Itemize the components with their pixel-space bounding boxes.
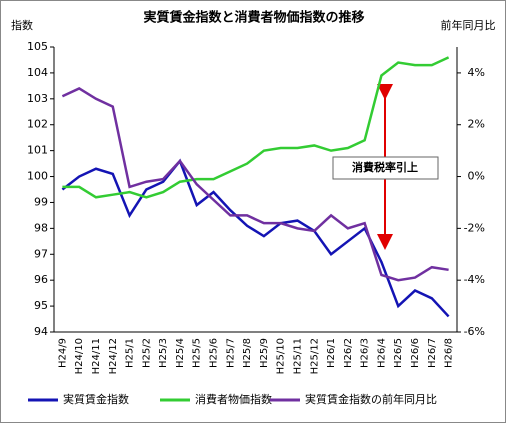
x-tick-label: H24/12 [108, 338, 119, 374]
x-tick-label: H26/2 [343, 338, 354, 368]
x-tick-label: H24/10 [74, 338, 85, 374]
x-tick-label: H25/11 [292, 338, 303, 374]
y2-tick-label: 0% [468, 170, 485, 183]
x-tick-label: H26/4 [376, 338, 387, 368]
chart-title: 実質賃金指数と消費者物価指数の推移 [143, 10, 364, 26]
x-tick-label: H25/7 [225, 338, 236, 368]
y-tick-label: 103 [27, 92, 48, 105]
x-tick-label: H26/7 [427, 338, 438, 368]
x-tick-label: H26/6 [410, 338, 421, 368]
x-tick-label: H25/6 [209, 338, 220, 368]
y-tick-label: 96 [34, 273, 48, 286]
x-tick-label: H25/1 [125, 338, 136, 368]
annotation-box [332, 156, 439, 180]
y-tick-label: 99 [34, 195, 48, 208]
x-tick-label: H26/3 [360, 338, 371, 368]
y-axis-title: 指数 [11, 18, 33, 32]
x-tick-label: H24/11 [91, 338, 102, 374]
y2-tick-label: 4% [468, 66, 485, 79]
x-tick-label: H25/3 [158, 338, 169, 368]
x-tick-label: H25/9 [259, 338, 270, 368]
x-tick-label: H25/4 [175, 338, 186, 368]
y2-tick-label: -2% [464, 221, 485, 234]
series-line [62, 56, 450, 199]
series-line [61, 87, 449, 282]
x-tick-label: H24/9 [57, 338, 68, 368]
y-tick-label: 102 [27, 118, 48, 131]
y-tick-label: 104 [27, 66, 48, 79]
x-tick-label: H26/1 [326, 338, 337, 368]
series-line [61, 158, 450, 318]
y-tick-label: 98 [34, 221, 48, 234]
y-tick-label: 100 [27, 170, 48, 183]
y-tick-label: 95 [34, 299, 48, 312]
y-tick-label: 105 [27, 40, 48, 53]
y2-tick-label: -6% [464, 325, 485, 338]
x-tick-label: H25/12 [309, 338, 320, 374]
legend-label: 消費者物価指数 [195, 392, 272, 406]
x-tick-label: H25/2 [141, 338, 152, 368]
x-tick-label: H26/5 [393, 338, 404, 368]
legend-label: 実質賃金指数 [63, 392, 129, 406]
x-tick-label: H26/8 [444, 338, 455, 368]
y-tick-label: 101 [27, 144, 48, 157]
x-tick-label: H25/10 [276, 338, 287, 374]
y-tick-label: 97 [34, 247, 48, 260]
y2-axis-title: 前年同月比 [441, 18, 496, 32]
y2-tick-label: 2% [468, 118, 485, 131]
x-tick-label: H25/8 [242, 338, 253, 368]
legend-label: 実質賃金指数の前年同月比 [305, 392, 437, 406]
x-tick-label: H25/5 [192, 338, 203, 368]
y-tick-label: 94 [34, 325, 48, 338]
y2-tick-label: -4% [464, 273, 485, 286]
annotation: 消費税率引上 [352, 160, 418, 174]
